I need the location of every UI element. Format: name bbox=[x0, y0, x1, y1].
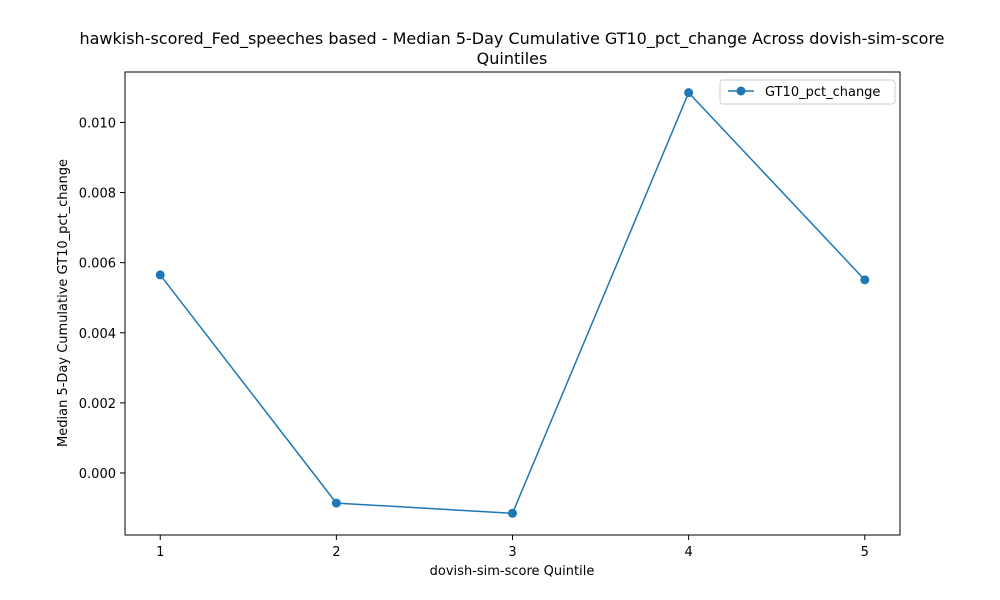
x-tick-label: 1 bbox=[156, 545, 164, 560]
x-tick-label: 3 bbox=[508, 545, 516, 560]
data-point bbox=[684, 88, 694, 98]
plot-area: 1 2 3 4 5 0.000 0.002 0.004 0.006 0.008 0.010 bbox=[79, 71, 901, 560]
x-axis-label: dovish-sim-score Quintile bbox=[430, 564, 595, 579]
y-axis-label: Median 5-Day Cumulative GT10_pct_change bbox=[56, 159, 71, 447]
data-point bbox=[508, 508, 517, 518]
y-tick-label: 0.006 bbox=[79, 257, 116, 272]
y-tick-label: 0.008 bbox=[79, 187, 116, 202]
data-point bbox=[331, 498, 341, 508]
data-point bbox=[155, 270, 165, 280]
legend-series-label: GT10_pct_change bbox=[765, 85, 880, 100]
y-tick-label: 0.002 bbox=[79, 397, 116, 412]
x-tick-label: 5 bbox=[861, 545, 869, 560]
y-tick-label: 0.004 bbox=[79, 327, 116, 342]
x-tick-label: 2 bbox=[332, 545, 340, 560]
y-tick-label: 0.010 bbox=[79, 116, 116, 131]
chart-title-line-2: Quintiles bbox=[477, 49, 548, 68]
legend-box bbox=[719, 79, 896, 105]
chart-title-line-1: hawkish-scored_Fed_speeches based - Medi… bbox=[79, 29, 944, 49]
data-point bbox=[860, 275, 870, 285]
x-tick-label: 4 bbox=[684, 545, 692, 560]
y-tick-label: 0.000 bbox=[79, 467, 116, 482]
legend: GT10_pct_change bbox=[719, 79, 896, 105]
legend-marker-swatch bbox=[736, 86, 746, 96]
